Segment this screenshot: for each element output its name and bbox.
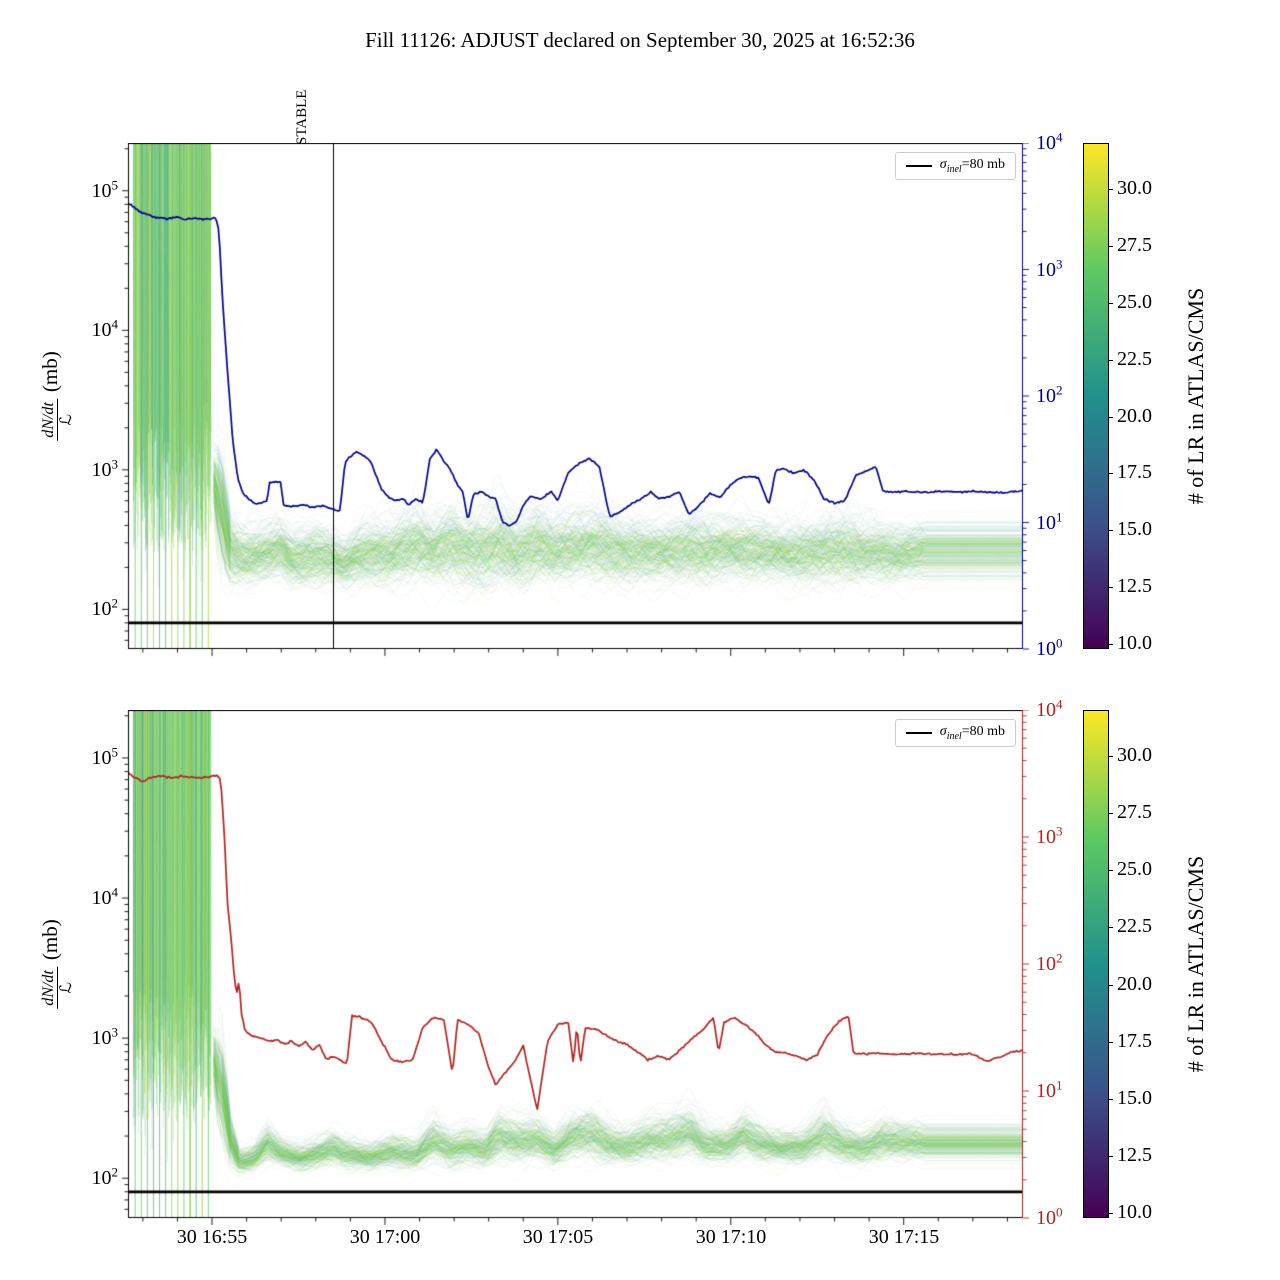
colorbar-tick-label: 17.5 [1117, 1030, 1152, 1052]
figure-title: Fill 11126: ADJUST declared on September… [365, 28, 915, 52]
legend-top: σinel=80 mb [894, 152, 1016, 180]
rate-over-lumi-fraction: dN/dt ℒ [40, 967, 76, 1009]
colorbar-tick-mark [1109, 644, 1113, 645]
colorbar-tick-mark [1109, 303, 1113, 304]
colorbar-tick-label: 30.0 [1117, 177, 1152, 199]
colorbar-label-bottom: # of LR in ATLAS/CMS [1183, 855, 1208, 1073]
x-axis-tick-label: 30 16:55 [176, 1226, 248, 1248]
colorbar-tick-mark [1109, 246, 1113, 247]
y-axis-label-bottom: dN/dt ℒ (mb) [38, 919, 76, 1009]
right-axis-tick-label: 103 [1036, 256, 1063, 281]
colorbar-tick-label: 22.5 [1117, 348, 1152, 370]
colorbar-tick-mark [1109, 587, 1113, 588]
x-axis-tick-label: 30 17:10 [695, 1226, 767, 1248]
sigma-line-swatch [905, 164, 932, 167]
colorbar-tick-label: 12.5 [1117, 1144, 1152, 1166]
colorbar-tick-mark [1109, 1099, 1113, 1100]
colorbar-tick-mark [1109, 927, 1113, 928]
colorbar-tick-label: 25.0 [1117, 858, 1152, 880]
right-axis-tick-label: 100 [1036, 1204, 1063, 1229]
right-axis-tick-label: 102 [1036, 382, 1063, 407]
right-axis-tick-label: 101 [1036, 509, 1063, 534]
right-axis-tick-label: 101 [1036, 1077, 1063, 1102]
colorbar-tick-mark [1109, 1213, 1113, 1214]
colorbar-tick-mark [1109, 985, 1113, 986]
x-axis-tick-label: 30 17:05 [522, 1226, 594, 1248]
colorbar-tick-mark [1109, 530, 1113, 531]
colorbar-tick-label: 27.5 [1117, 801, 1152, 823]
bottom-plot-canvas [118, 710, 1033, 1236]
colorbar-bottom [1083, 710, 1109, 1218]
colorbar-tick-label: 27.5 [1117, 234, 1152, 256]
stable-beam-annotation: STABLE [294, 89, 310, 145]
left-axis-tick-label: 103 [91, 456, 119, 481]
colorbar-top [1083, 143, 1109, 649]
colorbar-tick-mark [1109, 189, 1113, 190]
colorbar-tick-mark [1109, 756, 1113, 757]
left-axis-tick-label: 102 [91, 1164, 119, 1189]
colorbar-tick-mark [1109, 417, 1113, 418]
colorbar-tick-label: 25.0 [1117, 291, 1152, 313]
colorbar-tick-label: 20.0 [1117, 405, 1152, 427]
colorbar-tick-label: 30.0 [1117, 744, 1152, 766]
colorbar-tick-label: 10.0 [1117, 632, 1152, 654]
left-axis-tick-label: 105 [91, 177, 119, 202]
legend-label: σinel=80 mb [939, 724, 1005, 742]
sigma-line-swatch [905, 731, 932, 734]
right-axis-tick-label: 103 [1036, 823, 1063, 848]
legend-label: σinel=80 mb [939, 157, 1005, 175]
colorbar-tick-label: 10.0 [1117, 1201, 1152, 1223]
colorbar-tick-label: 22.5 [1117, 915, 1152, 937]
colorbar-tick-label: 15.0 [1117, 1087, 1152, 1109]
x-axis-tick-label: 30 17:15 [868, 1226, 940, 1248]
colorbar-tick-mark [1109, 1042, 1113, 1043]
colorbar-label-top: # of LR in ATLAS/CMS [1183, 287, 1208, 505]
right-axis-tick-label: 104 [1036, 696, 1063, 721]
right-axis-tick-label: 100 [1036, 635, 1063, 660]
right-axis-tick-label: 102 [1036, 950, 1063, 975]
colorbar-tick-mark [1109, 813, 1113, 814]
colorbar-tick-mark [1109, 473, 1113, 474]
x-axis-tick-label: 30 17:00 [349, 1226, 421, 1248]
left-axis-tick-label: 103 [91, 1024, 119, 1049]
colorbar-tick-label: 20.0 [1117, 973, 1152, 995]
left-axis-tick-label: 104 [91, 316, 119, 341]
colorbar-tick-label: 17.5 [1117, 461, 1152, 483]
left-axis-tick-label: 105 [91, 744, 119, 769]
left-axis-tick-label: 104 [91, 884, 119, 909]
rate-over-lumi-fraction: dN/dt ℒ [40, 399, 76, 441]
legend-bottom: σinel=80 mb [894, 719, 1016, 747]
colorbar-tick-mark [1109, 1156, 1113, 1157]
left-axis-tick-label: 102 [91, 595, 119, 620]
colorbar-tick-mark [1109, 360, 1113, 361]
top-plot-canvas [118, 143, 1033, 667]
colorbar-tick-label: 12.5 [1117, 575, 1152, 597]
colorbar-tick-mark [1109, 870, 1113, 871]
y-axis-label-top: dN/dt ℒ (mb) [38, 351, 76, 441]
right-axis-tick-label: 104 [1036, 129, 1063, 154]
colorbar-tick-label: 15.0 [1117, 518, 1152, 540]
